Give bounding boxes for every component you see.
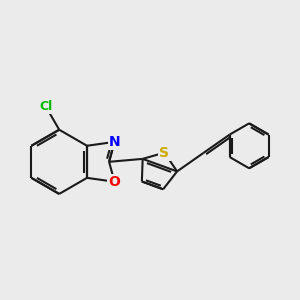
Text: S: S	[159, 146, 170, 160]
Text: N: N	[109, 135, 120, 149]
Text: Cl: Cl	[39, 100, 52, 112]
Text: O: O	[109, 175, 121, 189]
